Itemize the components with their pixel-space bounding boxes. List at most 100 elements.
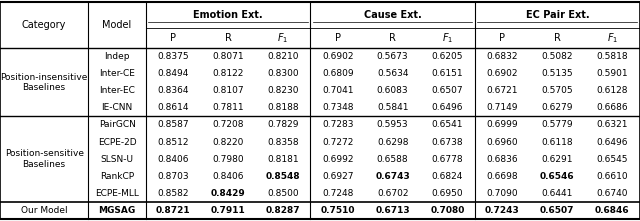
- Text: Our Model: Our Model: [21, 206, 67, 215]
- Text: 0.7272: 0.7272: [322, 137, 353, 147]
- Text: 0.8375: 0.8375: [157, 52, 189, 61]
- Text: 0.7510: 0.7510: [321, 206, 355, 215]
- Text: 0.5841: 0.5841: [377, 103, 408, 112]
- Text: 0.6441: 0.6441: [541, 189, 573, 198]
- Text: 0.6950: 0.6950: [431, 189, 463, 198]
- Text: 0.8406: 0.8406: [157, 155, 189, 164]
- Text: 0.8582: 0.8582: [157, 189, 189, 198]
- Text: SLSN-U: SLSN-U: [100, 155, 134, 164]
- Text: 0.8220: 0.8220: [212, 137, 244, 147]
- Text: 0.6205: 0.6205: [432, 52, 463, 61]
- Text: 0.6743: 0.6743: [375, 172, 410, 181]
- Text: 0.7283: 0.7283: [322, 120, 353, 130]
- Text: 0.5705: 0.5705: [541, 86, 573, 95]
- Text: Inter-EC: Inter-EC: [99, 86, 135, 95]
- Text: 0.7090: 0.7090: [486, 189, 518, 198]
- Text: 0.6588: 0.6588: [377, 155, 408, 164]
- Text: 0.8364: 0.8364: [157, 86, 189, 95]
- Text: 0.8107: 0.8107: [212, 86, 244, 95]
- Text: 0.6610: 0.6610: [596, 172, 628, 181]
- Text: 0.6151: 0.6151: [431, 69, 463, 78]
- Text: 0.8703: 0.8703: [157, 172, 189, 181]
- Text: Position-insensitive
Baselines: Position-insensitive Baselines: [1, 73, 88, 92]
- Text: ECPE-2D: ECPE-2D: [98, 137, 136, 147]
- Text: 0.5779: 0.5779: [541, 120, 573, 130]
- Text: 0.6738: 0.6738: [431, 137, 463, 147]
- Text: 0.7248: 0.7248: [322, 189, 353, 198]
- Text: 0.6507: 0.6507: [431, 86, 463, 95]
- Text: Cause Ext.: Cause Ext.: [364, 10, 422, 20]
- Text: MGSAG: MGSAG: [99, 206, 136, 215]
- Text: 0.6836: 0.6836: [486, 155, 518, 164]
- Text: P: P: [170, 33, 177, 43]
- Text: EC Pair Ext.: EC Pair Ext.: [525, 10, 589, 20]
- Text: 0.6291: 0.6291: [541, 155, 573, 164]
- Text: IE-CNN: IE-CNN: [102, 103, 132, 112]
- Text: 0.6702: 0.6702: [377, 189, 408, 198]
- Text: ECPE-MLL: ECPE-MLL: [95, 189, 139, 198]
- Text: 0.5082: 0.5082: [541, 52, 573, 61]
- Text: 0.6902: 0.6902: [322, 52, 353, 61]
- Text: 0.7829: 0.7829: [268, 120, 299, 130]
- Text: R: R: [389, 33, 396, 43]
- Text: P: P: [335, 33, 341, 43]
- Text: Indep: Indep: [104, 52, 130, 61]
- Text: 0.5901: 0.5901: [596, 69, 628, 78]
- Text: 0.8300: 0.8300: [267, 69, 299, 78]
- Text: 0.6496: 0.6496: [432, 103, 463, 112]
- Text: 0.5634: 0.5634: [377, 69, 408, 78]
- Text: $F_1$: $F_1$: [607, 31, 618, 45]
- Text: R: R: [225, 33, 232, 43]
- Text: 0.5673: 0.5673: [377, 52, 408, 61]
- Text: 0.6902: 0.6902: [486, 69, 518, 78]
- Text: R: R: [554, 33, 561, 43]
- Text: 0.6809: 0.6809: [322, 69, 354, 78]
- Text: 0.7911: 0.7911: [211, 206, 246, 215]
- Text: 0.6778: 0.6778: [431, 155, 463, 164]
- Text: 0.8512: 0.8512: [157, 137, 189, 147]
- Text: 0.6279: 0.6279: [541, 103, 573, 112]
- Text: 0.5135: 0.5135: [541, 69, 573, 78]
- Text: 0.6740: 0.6740: [596, 189, 628, 198]
- Text: 0.6927: 0.6927: [322, 172, 353, 181]
- Text: 0.6298: 0.6298: [377, 137, 408, 147]
- Text: 0.8406: 0.8406: [212, 172, 244, 181]
- Text: Category: Category: [22, 20, 67, 30]
- Text: 0.8721: 0.8721: [156, 206, 191, 215]
- Text: 0.7080: 0.7080: [430, 206, 465, 215]
- Text: 0.6128: 0.6128: [596, 86, 628, 95]
- Text: 0.7149: 0.7149: [486, 103, 518, 112]
- Text: Position-sensitive
Baselines: Position-sensitive Baselines: [4, 149, 84, 169]
- Text: 0.8500: 0.8500: [267, 189, 299, 198]
- Text: 0.6992: 0.6992: [322, 155, 353, 164]
- Text: 0.8188: 0.8188: [267, 103, 299, 112]
- Text: 0.6713: 0.6713: [375, 206, 410, 215]
- Text: 0.7348: 0.7348: [322, 103, 353, 112]
- Text: 0.8287: 0.8287: [266, 206, 300, 215]
- Text: 0.5953: 0.5953: [377, 120, 408, 130]
- Text: 0.6999: 0.6999: [486, 120, 518, 130]
- Text: RankCP: RankCP: [100, 172, 134, 181]
- Text: 0.8230: 0.8230: [268, 86, 299, 95]
- Text: Model: Model: [102, 20, 132, 30]
- Text: 0.6721: 0.6721: [486, 86, 518, 95]
- Text: Emotion Ext.: Emotion Ext.: [193, 10, 263, 20]
- Text: 0.6960: 0.6960: [486, 137, 518, 147]
- Text: 0.8071: 0.8071: [212, 52, 244, 61]
- Text: 0.6083: 0.6083: [377, 86, 408, 95]
- Text: 0.8181: 0.8181: [267, 155, 299, 164]
- Text: 0.6546: 0.6546: [540, 172, 575, 181]
- Text: 0.8122: 0.8122: [212, 69, 244, 78]
- Text: 0.6507: 0.6507: [540, 206, 574, 215]
- Text: 0.6321: 0.6321: [596, 120, 628, 130]
- Text: 0.6686: 0.6686: [596, 103, 628, 112]
- Text: 0.7243: 0.7243: [485, 206, 520, 215]
- Text: $F_1$: $F_1$: [277, 31, 289, 45]
- Text: 0.6118: 0.6118: [541, 137, 573, 147]
- Text: PairGCN: PairGCN: [99, 120, 136, 130]
- Text: 0.6824: 0.6824: [432, 172, 463, 181]
- Text: 0.6545: 0.6545: [596, 155, 628, 164]
- Text: 0.6832: 0.6832: [486, 52, 518, 61]
- Text: 0.8587: 0.8587: [157, 120, 189, 130]
- Text: $F_1$: $F_1$: [442, 31, 453, 45]
